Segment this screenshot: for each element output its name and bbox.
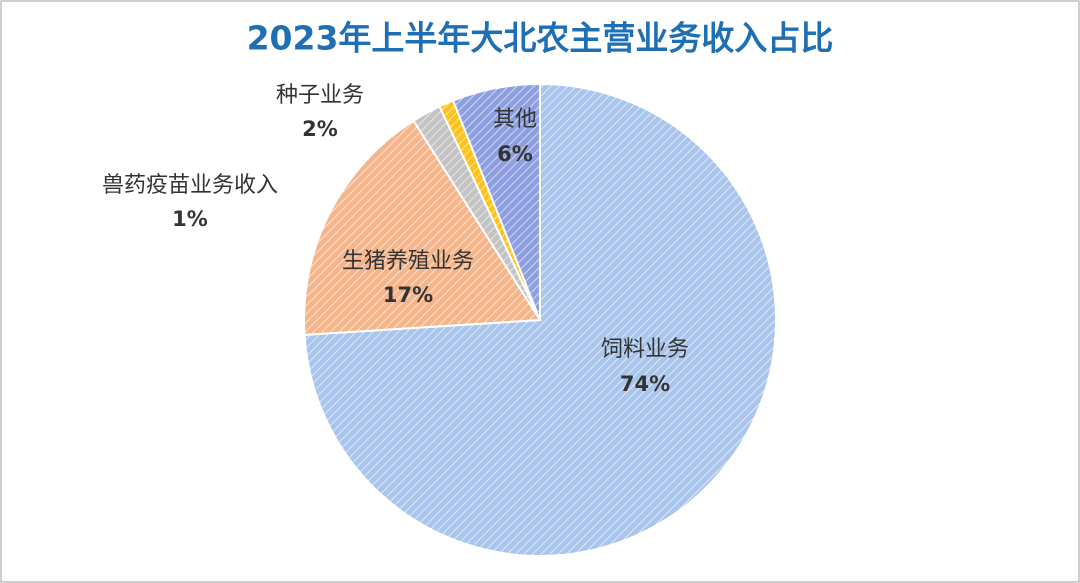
pie-slice: [303, 119, 542, 336]
pie-slice: [451, 82, 541, 321]
slice-value-label: 6%: [497, 142, 533, 166]
slice-value-label: 2%: [302, 117, 338, 141]
slice-value-label: 1%: [172, 207, 208, 231]
slice-label: 兽药疫苗业务收入: [102, 173, 278, 198]
slice-label: 种子业务: [276, 83, 364, 108]
slice-label: 饲料业务: [601, 337, 689, 362]
slice-value-label: 17%: [383, 283, 433, 307]
slice-value-label: 74%: [620, 372, 670, 396]
chart-title: 2023年上半年大北农主营业务收入占比: [247, 19, 834, 58]
slice-label: 生猪养殖业务: [342, 249, 474, 274]
slice-label: 其他: [493, 107, 537, 132]
